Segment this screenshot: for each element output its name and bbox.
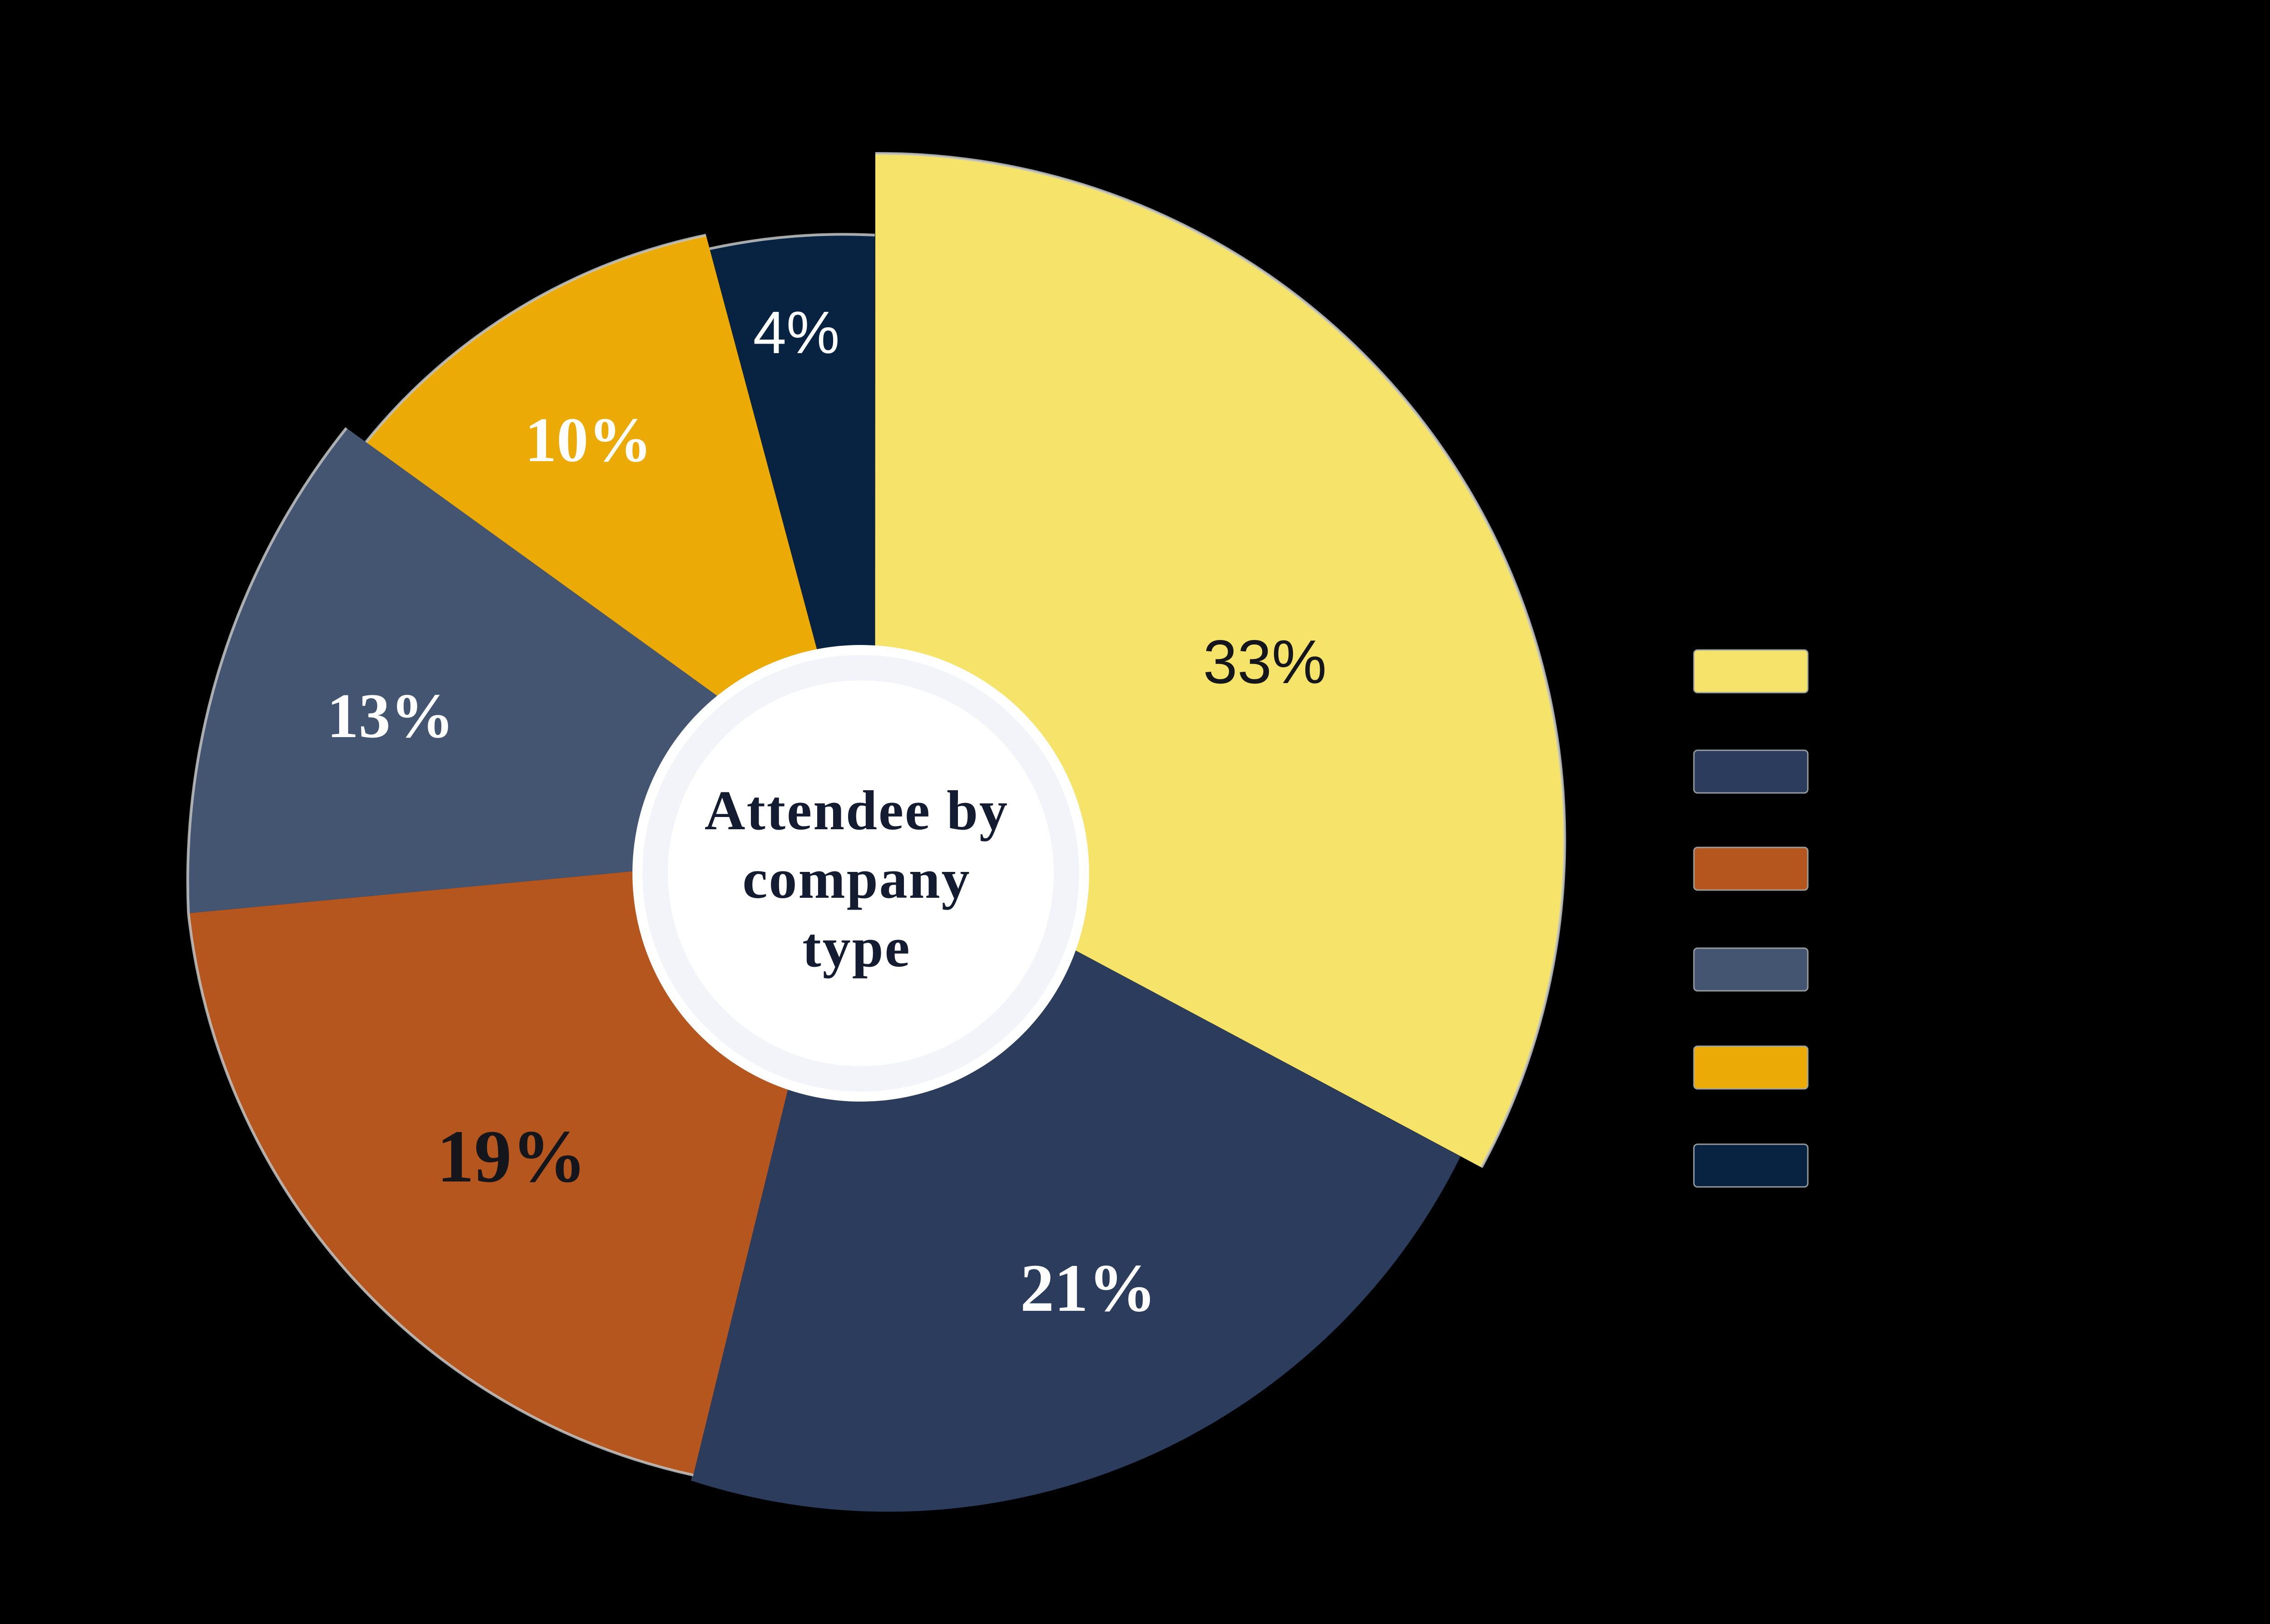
svg-text:Attendee by: Attendee by bbox=[705, 779, 1009, 842]
svg-text:type: type bbox=[802, 916, 911, 979]
svg-text:19%: 19% bbox=[437, 1115, 587, 1198]
svg-text:13%: 13% bbox=[327, 681, 454, 751]
svg-text:10%: 10% bbox=[525, 405, 652, 475]
svg-text:21%: 21% bbox=[1020, 1250, 1156, 1326]
svg-text:4%: 4% bbox=[753, 299, 840, 366]
svg-text:company: company bbox=[742, 848, 971, 910]
svg-text:33%: 33% bbox=[1203, 627, 1327, 696]
